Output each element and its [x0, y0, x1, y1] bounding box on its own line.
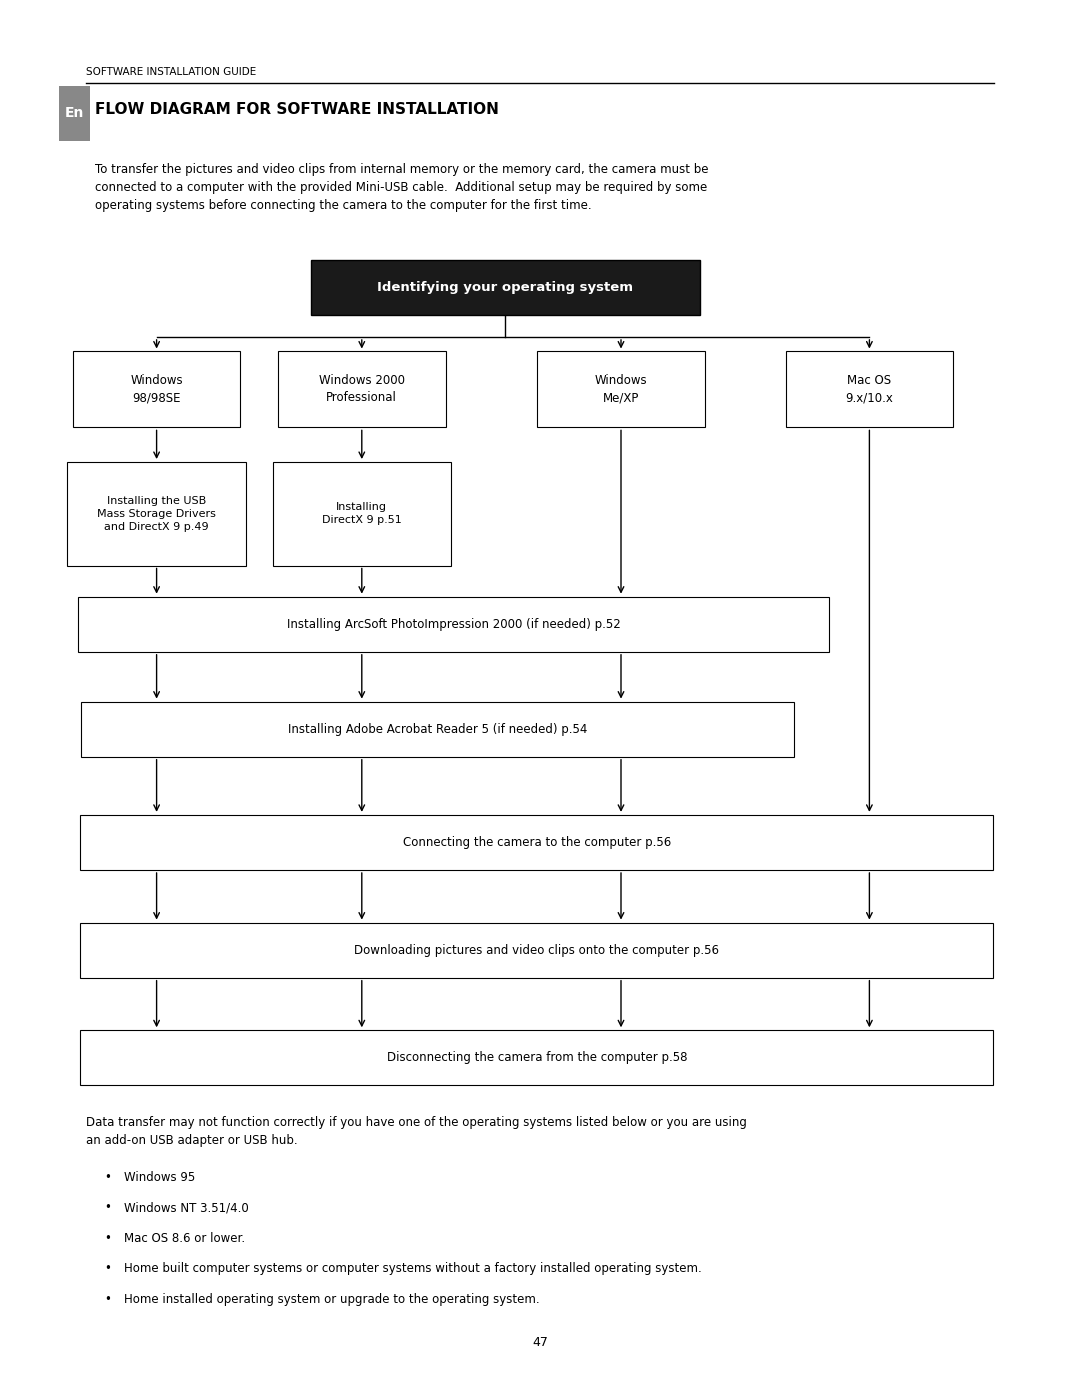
Text: Installing the USB
Mass Storage Drivers
and DirectX 9 p.49: Installing the USB Mass Storage Drivers …: [97, 496, 216, 532]
Text: Identifying your operating system: Identifying your operating system: [377, 280, 634, 294]
Text: 47: 47: [532, 1335, 548, 1349]
Text: •: •: [105, 1201, 111, 1214]
FancyBboxPatch shape: [59, 86, 90, 141]
FancyBboxPatch shape: [81, 815, 994, 870]
Text: En: En: [65, 106, 84, 120]
FancyBboxPatch shape: [786, 351, 954, 428]
FancyBboxPatch shape: [272, 463, 451, 566]
Text: Windows
98/98SE: Windows 98/98SE: [131, 374, 183, 405]
FancyBboxPatch shape: [538, 351, 704, 428]
FancyBboxPatch shape: [81, 923, 994, 978]
Text: Connecting the camera to the computer p.56: Connecting the camera to the computer p.…: [403, 836, 671, 849]
Text: Installing
DirectX 9 p.51: Installing DirectX 9 p.51: [322, 503, 402, 525]
FancyBboxPatch shape: [67, 463, 246, 566]
FancyBboxPatch shape: [279, 351, 446, 428]
Text: Downloading pictures and video clips onto the computer p.56: Downloading pictures and video clips ont…: [354, 943, 719, 957]
FancyBboxPatch shape: [81, 702, 794, 757]
FancyBboxPatch shape: [79, 597, 829, 652]
Text: Data transfer may not function correctly if you have one of the operating system: Data transfer may not function correctly…: [86, 1116, 747, 1146]
Text: Windows 95: Windows 95: [124, 1171, 195, 1184]
Text: Home installed operating system or upgrade to the operating system.: Home installed operating system or upgra…: [124, 1293, 540, 1305]
Text: Mac OS
9.x/10.x: Mac OS 9.x/10.x: [846, 374, 893, 405]
Text: Installing Adobe Acrobat Reader 5 (if needed) p.54: Installing Adobe Acrobat Reader 5 (if ne…: [287, 722, 588, 736]
Text: To transfer the pictures and video clips from internal memory or the memory card: To transfer the pictures and video clips…: [95, 163, 708, 211]
Text: Installing ArcSoft PhotoImpression 2000 (if needed) p.52: Installing ArcSoft PhotoImpression 2000 …: [286, 617, 621, 631]
FancyBboxPatch shape: [72, 351, 240, 428]
Text: Windows 2000
Professional: Windows 2000 Professional: [319, 374, 405, 405]
FancyBboxPatch shape: [81, 1030, 994, 1085]
Text: Windows NT 3.51/4.0: Windows NT 3.51/4.0: [124, 1201, 249, 1214]
Text: •: •: [105, 1232, 111, 1244]
Text: •: •: [105, 1171, 111, 1184]
Text: •: •: [105, 1293, 111, 1305]
Text: Windows
Me/XP: Windows Me/XP: [595, 374, 647, 405]
Text: Disconnecting the camera from the computer p.58: Disconnecting the camera from the comput…: [387, 1051, 687, 1065]
Text: Mac OS 8.6 or lower.: Mac OS 8.6 or lower.: [124, 1232, 245, 1244]
Text: Home built computer systems or computer systems without a factory installed oper: Home built computer systems or computer …: [124, 1262, 702, 1275]
Text: •: •: [105, 1262, 111, 1275]
Text: FLOW DIAGRAM FOR SOFTWARE INSTALLATION: FLOW DIAGRAM FOR SOFTWARE INSTALLATION: [95, 102, 499, 116]
FancyBboxPatch shape: [311, 260, 700, 315]
Text: SOFTWARE INSTALLATION GUIDE: SOFTWARE INSTALLATION GUIDE: [86, 68, 257, 77]
